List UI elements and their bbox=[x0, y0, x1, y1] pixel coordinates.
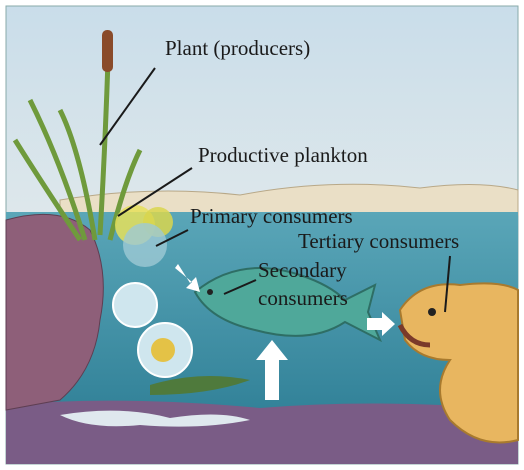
page: {"labels": [ {"text": "Plant (producers)… bbox=[0, 0, 524, 470]
label: Primary consumers bbox=[190, 204, 353, 228]
label: Productive plankton bbox=[198, 143, 368, 167]
lake-bottom bbox=[6, 401, 518, 464]
label: Secondary bbox=[258, 258, 347, 282]
plankton-sphere bbox=[113, 283, 157, 327]
cattail bbox=[102, 30, 113, 72]
label: Plant (producers) bbox=[165, 36, 310, 60]
label: Tertiary consumers bbox=[298, 229, 459, 253]
food-chain-illustration: Plant (producers) Productive plankton Pr… bbox=[0, 0, 524, 470]
plankton-core bbox=[151, 338, 175, 362]
label: consumers bbox=[258, 286, 348, 310]
